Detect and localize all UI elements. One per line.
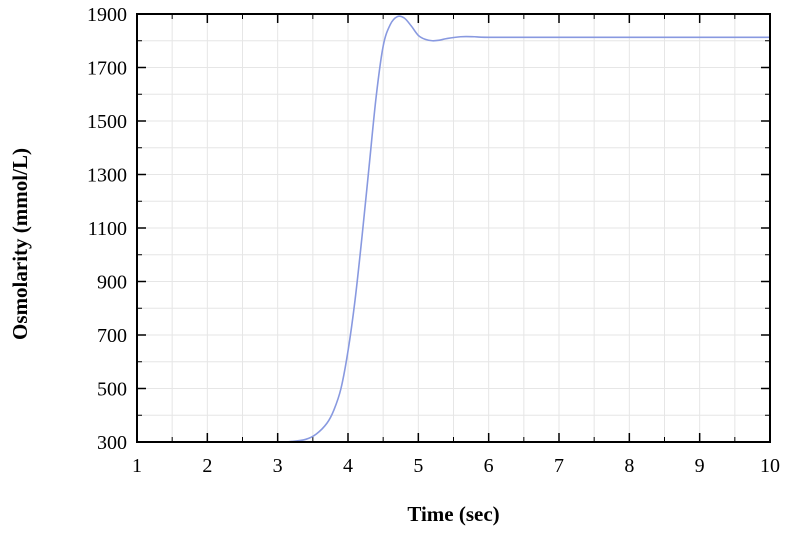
- y-tick-label: 500: [97, 379, 127, 401]
- plot-frame: [136, 13, 771, 443]
- x-axis-title: Time (sec): [407, 502, 499, 526]
- x-tick-label: 4: [343, 455, 353, 477]
- series-line-osmolarity: [137, 15, 770, 443]
- y-tick-label: 1700: [87, 58, 127, 80]
- x-tick-label: 6: [484, 455, 494, 477]
- x-tick-label: 2: [202, 455, 212, 477]
- x-tick-label: 10: [760, 455, 780, 477]
- y-tick-label: 1300: [87, 165, 127, 187]
- y-tick-label: 1900: [87, 4, 127, 26]
- x-tick-label: 9: [695, 455, 705, 477]
- y-axis-title: Osmolarity (mmol/L): [8, 148, 32, 340]
- y-tick-label: 900: [97, 272, 127, 294]
- y-tick-label: 700: [97, 325, 127, 347]
- x-tick-label: 3: [273, 455, 283, 477]
- x-tick-label: 5: [413, 455, 423, 477]
- grid-lines: [136, 13, 771, 443]
- x-tick-label: 1: [132, 455, 142, 477]
- x-tick-label: 7: [554, 455, 564, 477]
- y-tick-label: 1500: [87, 111, 127, 133]
- x-tick-label: 8: [624, 455, 634, 477]
- x-tick-labels: 1 2 3 4 5 6 7 8 9 10: [132, 455, 780, 477]
- y-tick-labels: 300 500 700 900 1100 1300 1500 1700 1900: [87, 4, 127, 454]
- y-tick-label: 1100: [88, 218, 127, 240]
- y-tick-label: 300: [97, 432, 127, 454]
